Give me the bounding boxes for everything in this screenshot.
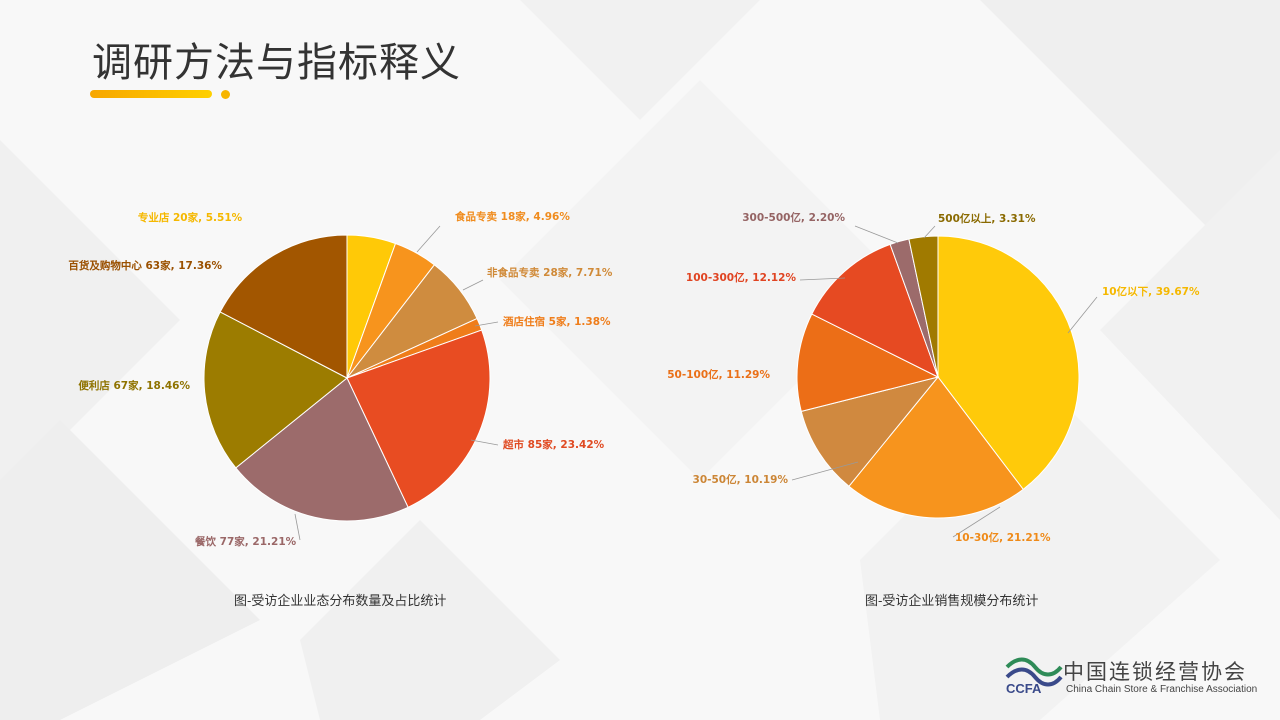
title-underline [90, 90, 212, 98]
logo-cn-name: 中国连锁经营协会 [1063, 660, 1247, 684]
slice-label: 10-30亿, 21.21% [955, 531, 1051, 544]
pie-chart-1: 专业店 20家, 5.51% 食品专卖 18家, 4.96% 非食品专卖 28家, … [68, 210, 612, 548]
logo-abbr: CCFA [1006, 681, 1042, 696]
logo-en-name: China Chain Store & Franchise Associatio… [1066, 684, 1258, 695]
slice-label: 酒店住宿 5家, 1.38% [503, 315, 611, 328]
leader-line [923, 225, 936, 239]
leader-line [416, 225, 441, 253]
pie-slice [219, 234, 348, 379]
pie-slice [235, 377, 409, 522]
pie-chart-2: 10亿以下, 39.67% 10-30亿, 21.21% 30-50亿, 10.19… [667, 211, 1200, 544]
slice-label: 百货及购物中心 63家, 17.36% [68, 259, 222, 272]
slice-label: 50-100亿, 11.29% [667, 368, 770, 381]
caption-left: 图-受访企业业态分布数量及占比统计 [234, 594, 447, 609]
pie-slice [908, 235, 939, 378]
pie-slice [937, 235, 1080, 491]
slice-label: 便利店 67家, 18.46% [78, 379, 190, 392]
pie-slice [848, 376, 1024, 519]
leader-line [799, 277, 846, 281]
pie-slice [346, 329, 491, 508]
ccfa-logo-icon [1005, 657, 1063, 687]
slice-label: 300-500亿, 2.20% [742, 211, 845, 224]
pie-slice [811, 243, 939, 379]
slice-label: 10亿以下, 39.67% [1102, 285, 1200, 298]
leader-line [470, 439, 499, 446]
slice-label: 超市 85家, 23.42% [502, 438, 605, 451]
slice-label: 30-50亿, 10.19% [693, 473, 789, 486]
title-dot [221, 90, 230, 99]
leader-line [952, 506, 1001, 538]
leader-line [294, 513, 301, 541]
leader-line [854, 225, 899, 244]
slice-label: 食品专卖 18家, 4.96% [454, 210, 570, 223]
pie-slice [800, 376, 940, 487]
pie-slice [203, 311, 348, 469]
leader-line [474, 321, 499, 327]
pie-slice [796, 313, 940, 413]
caption-right: 图-受访企业销售规模分布统计 [865, 594, 1039, 609]
slice-label: 专业店 20家, 5.51% [138, 211, 243, 224]
leader-line [462, 279, 484, 291]
leader-line [1067, 296, 1098, 334]
slice-label: 100-300亿, 12.12% [686, 271, 797, 284]
page-title: 调研方法与指标释义 [92, 40, 461, 86]
slice-label: 餐饮 77家, 21.21% [194, 535, 297, 548]
slice-label: 500亿以上, 3.31% [938, 212, 1036, 225]
slice-label: 非食品专卖 28家, 7.71% [487, 266, 613, 279]
leader-line [791, 461, 859, 481]
